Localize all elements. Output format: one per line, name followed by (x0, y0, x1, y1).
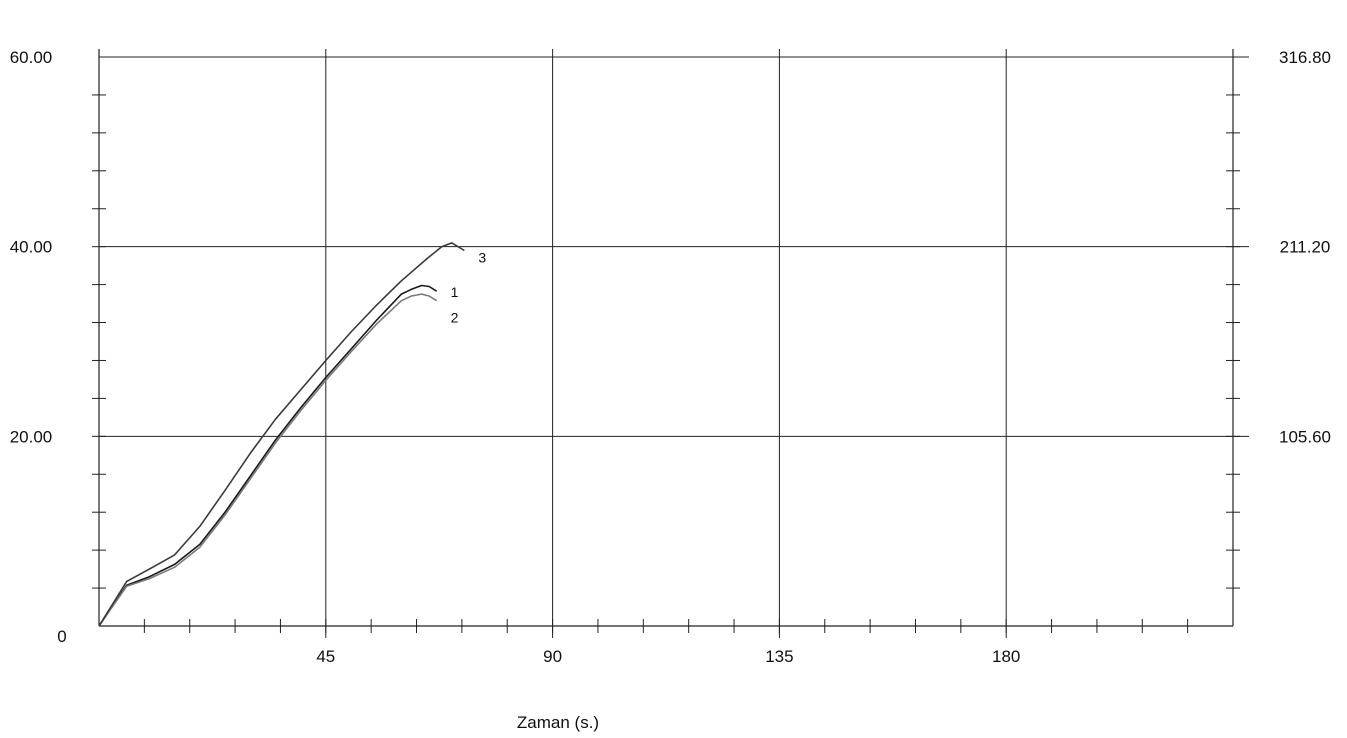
y-tick-label: 20.00 (10, 427, 53, 446)
series-label-2: 2 (451, 310, 459, 326)
y2-tick-label: 211.20 (1280, 238, 1331, 257)
series-line-3 (98, 242, 465, 627)
x-tick-label: 135 (765, 647, 793, 666)
y2-tick-label: 105.60 (1279, 427, 1331, 446)
x-tick-label: 90 (543, 647, 562, 666)
y2-tick-label: 316.80 (1279, 48, 1331, 67)
series-line-2 (98, 293, 438, 627)
x-tick-label: 45 (316, 647, 335, 666)
x-axis-title: Zaman (s.) (517, 713, 599, 732)
y-tick-label: 60.00 (10, 48, 53, 67)
y-tick-label: 40.00 (10, 238, 53, 257)
tick-labels: 1 2 3 45 90 135 180 0 20.00 40.00 60.00 105.60 211.2… (10, 48, 1331, 666)
series-label-3: 3 (478, 249, 486, 265)
axes (92, 49, 1240, 633)
series-line-1 (98, 284, 438, 627)
series-label-1: 1 (451, 284, 459, 300)
y-tick-label: 0 (57, 627, 66, 646)
data-series (98, 242, 465, 627)
grid-lines (99, 49, 1249, 638)
x-tick-label: 180 (992, 647, 1020, 666)
